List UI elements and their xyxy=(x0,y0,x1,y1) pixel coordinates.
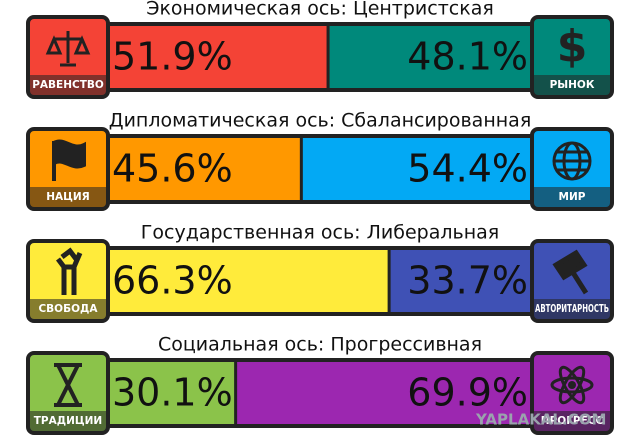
left-percent: 51.9% xyxy=(112,35,233,79)
axis-title: Государственная ось: Либеральная xyxy=(141,222,499,244)
bar-right xyxy=(235,360,532,426)
right-percent: 69.9% xyxy=(407,371,528,415)
right-icon xyxy=(552,249,589,295)
right-icon xyxy=(550,365,594,405)
bar-left xyxy=(108,24,329,90)
bar-right xyxy=(328,24,532,90)
bar-right xyxy=(389,248,532,314)
right-percent: 54.4% xyxy=(407,147,528,191)
bar-left xyxy=(108,136,302,202)
left-percent: 66.3% xyxy=(112,259,233,303)
right-label-band xyxy=(534,299,610,319)
right-percent: 48.1% xyxy=(407,35,528,79)
left-label-band xyxy=(30,187,106,207)
right-label-band xyxy=(534,187,610,207)
left-percent: 30.1% xyxy=(112,371,233,415)
bar-left xyxy=(108,248,390,314)
left-label: СВОБОДА xyxy=(38,303,98,315)
right-percent: 33.7% xyxy=(407,259,528,303)
left-icon xyxy=(52,139,86,181)
left-icon xyxy=(54,363,82,407)
left-label-band xyxy=(30,75,106,95)
axis-title: Дипломатическая ось: Сбалансированная xyxy=(109,110,532,132)
right-label: МИР xyxy=(559,191,586,203)
axis-title: Социальная ось: Прогрессивная xyxy=(158,334,482,356)
watermark: YAPLAKAL.COM xyxy=(475,411,606,429)
left-label: НАЦИЯ xyxy=(46,191,90,203)
left-icon xyxy=(56,247,83,295)
left-label-band xyxy=(30,411,106,431)
bar-right xyxy=(301,136,532,202)
right-icon: $ xyxy=(557,21,588,72)
right-label: ПРОГРЕСС xyxy=(541,415,604,427)
left-label-band xyxy=(30,299,106,319)
svg-text:$: $ xyxy=(557,21,588,72)
bar-left xyxy=(108,360,236,426)
right-label-band xyxy=(534,75,610,95)
left-label: РАВЕНСТВО xyxy=(32,79,104,91)
right-label: РЫНОК xyxy=(550,79,595,91)
left-label: ТРАДИЦИИ xyxy=(34,415,102,427)
right-label-band xyxy=(534,411,610,431)
right-icon xyxy=(552,141,592,181)
left-icon xyxy=(45,31,91,67)
left-percent: 45.6% xyxy=(112,147,233,191)
right-label: АВТОРИТАРНОСТЬ xyxy=(535,303,609,315)
axis-title: Экономическая ось: Центристская xyxy=(146,0,494,20)
